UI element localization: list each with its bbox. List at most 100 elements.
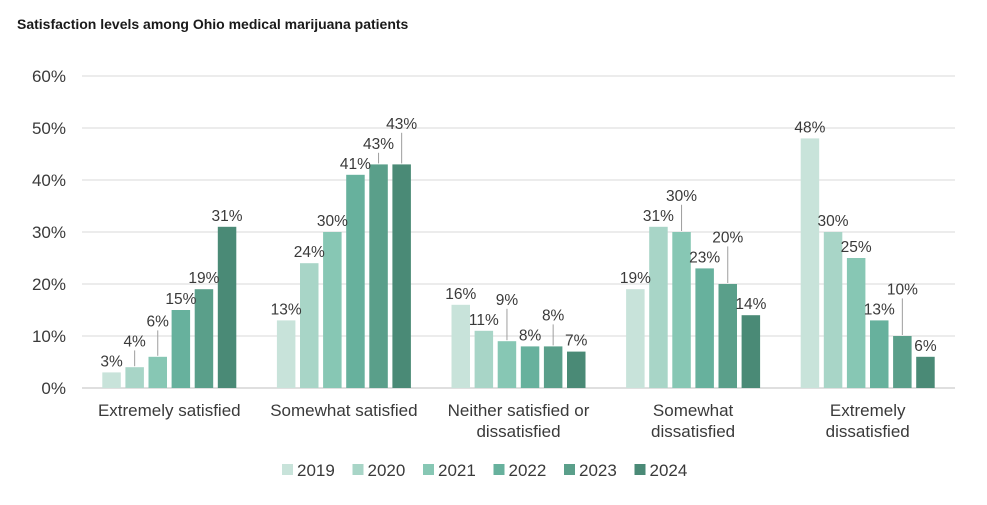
legend-swatch xyxy=(423,464,434,475)
y-tick-label: 0% xyxy=(41,379,66,398)
bar xyxy=(474,330,494,388)
x-category-label: Extremely xyxy=(830,401,906,420)
data-label: 3% xyxy=(100,353,123,370)
bar xyxy=(497,341,517,388)
data-label: 48% xyxy=(794,119,825,136)
bar xyxy=(672,232,691,388)
y-tick-label: 40% xyxy=(32,171,66,190)
bar xyxy=(695,268,714,388)
bar xyxy=(718,284,737,388)
data-label: 30% xyxy=(666,188,697,205)
data-label-layer: 3%4%6%15%19%31%13%24%30%41%43%43%16%11%9… xyxy=(100,116,937,371)
legend-label: 2023 xyxy=(579,461,617,480)
bar xyxy=(893,336,912,388)
data-label: 6% xyxy=(914,338,937,355)
x-category-label: dissatisfied xyxy=(651,422,735,441)
bar xyxy=(148,356,167,388)
legend-swatch xyxy=(564,464,575,475)
legend-label: 2024 xyxy=(650,461,688,480)
legend-label: 2022 xyxy=(509,461,547,480)
data-label: 43% xyxy=(386,116,417,133)
x-category-label: Somewhat satisfied xyxy=(270,401,417,420)
data-label: 23% xyxy=(689,249,720,266)
data-label: 43% xyxy=(363,136,394,153)
bar xyxy=(870,320,889,388)
data-label: 4% xyxy=(123,333,146,350)
legend-swatch xyxy=(634,464,646,475)
data-label: 8% xyxy=(542,307,565,324)
data-label: 41% xyxy=(340,156,371,173)
legend-item: 2020 xyxy=(352,461,406,480)
legend-label: 2021 xyxy=(438,461,476,480)
bar xyxy=(102,372,121,388)
data-label: 11% xyxy=(469,312,499,329)
data-label: 19% xyxy=(620,270,651,287)
bar xyxy=(543,346,563,388)
data-label: 31% xyxy=(643,208,674,225)
legend: 2019 2020 2021 2022 2023 2024 xyxy=(282,461,687,480)
bar xyxy=(916,356,935,388)
bar xyxy=(346,174,365,388)
bar xyxy=(520,346,540,388)
bar xyxy=(194,289,214,388)
legend-label: 2019 xyxy=(297,461,335,480)
y-tick-label: 60% xyxy=(32,67,66,86)
legend-item: 2019 xyxy=(282,461,335,480)
bar-layer xyxy=(102,138,935,388)
y-tick-label: 50% xyxy=(32,119,66,138)
bar xyxy=(567,351,586,388)
bar xyxy=(649,226,668,388)
data-label: 24% xyxy=(294,244,325,261)
bar xyxy=(217,226,237,388)
bar xyxy=(823,232,843,388)
bar xyxy=(323,232,342,388)
data-label: 9% xyxy=(496,292,519,309)
legend-item: 2023 xyxy=(564,461,617,480)
legend-label: 2020 xyxy=(368,461,406,480)
y-tick-label: 30% xyxy=(32,223,66,242)
x-category-label: dissatisfied xyxy=(476,422,560,441)
legend-item: 2021 xyxy=(423,461,476,480)
y-axis-ticks: 0% 10% 20% 30% 40% 50% 60% xyxy=(32,67,66,398)
bar xyxy=(451,304,470,388)
data-label: 30% xyxy=(317,213,348,230)
bar xyxy=(626,289,645,388)
x-category-label: Somewhat xyxy=(653,401,734,420)
data-label: 16% xyxy=(445,286,476,303)
data-label: 20% xyxy=(712,229,743,246)
data-label: 13% xyxy=(864,301,895,318)
data-label: 6% xyxy=(147,313,170,330)
legend-swatch xyxy=(352,464,364,475)
data-label: 31% xyxy=(212,208,243,225)
data-label: 7% xyxy=(565,333,588,350)
bar xyxy=(741,315,761,388)
x-category-label: dissatisfied xyxy=(826,422,910,441)
bar xyxy=(392,164,411,388)
data-label: 13% xyxy=(271,301,302,318)
legend-item: 2022 xyxy=(493,461,547,480)
data-label: 10% xyxy=(887,281,918,298)
bar xyxy=(300,263,319,388)
data-label: 14% xyxy=(735,296,766,313)
legend-swatch xyxy=(493,464,505,475)
bar xyxy=(276,320,296,388)
data-label: 15% xyxy=(165,291,196,308)
data-label: 8% xyxy=(519,327,542,344)
x-category-label: Neither satisfied or xyxy=(448,401,590,420)
bar xyxy=(800,138,820,388)
y-tick-label: 20% xyxy=(32,275,66,294)
legend-swatch xyxy=(282,464,293,475)
bar xyxy=(171,310,191,388)
bar xyxy=(846,258,866,388)
data-label: 30% xyxy=(818,213,849,230)
x-category-label: Extremely satisfied xyxy=(98,401,241,420)
bar xyxy=(369,164,388,388)
bar xyxy=(125,367,144,388)
data-label: 25% xyxy=(841,239,872,256)
y-tick-label: 10% xyxy=(32,327,66,346)
chart-title: Satisfaction levels among Ohio medical m… xyxy=(17,16,409,32)
legend-item: 2024 xyxy=(634,461,688,480)
data-label: 19% xyxy=(188,270,219,287)
category-label-layer: Extremely satisfied Somewhat satisfied Nei… xyxy=(98,401,910,441)
